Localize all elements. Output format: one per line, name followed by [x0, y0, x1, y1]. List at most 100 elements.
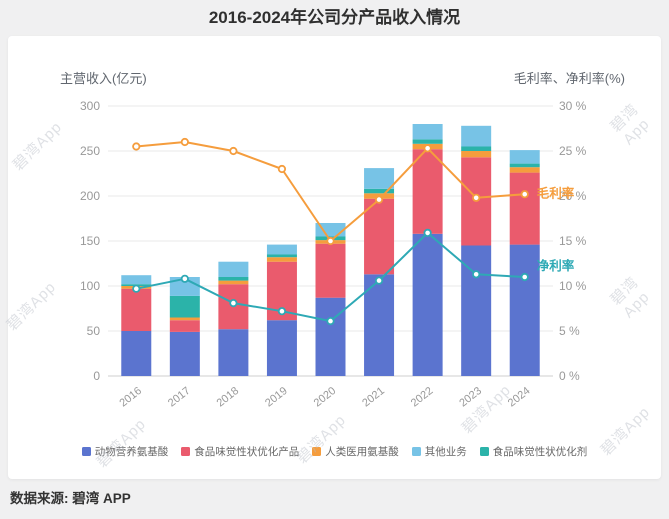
right-axis-tick: 5 % — [559, 324, 580, 338]
legend-label: 动物营养氨基酸 — [94, 446, 169, 458]
chart-title: 2016-2024年公司分产品收入情况 — [208, 8, 461, 27]
line-marker — [423, 144, 432, 153]
left-axis-tick: 150 — [80, 234, 100, 248]
right-axis-tick: 25 % — [559, 144, 587, 158]
line-end-label: 毛利率 — [537, 185, 575, 200]
bar-segment — [218, 280, 249, 285]
bar-segment — [509, 150, 540, 164]
line-marker — [132, 284, 141, 293]
legend-swatch-icon — [411, 447, 421, 456]
bar-segment — [509, 172, 540, 245]
right-axis-tick: 15 % — [559, 234, 587, 248]
bar-segment — [461, 146, 492, 151]
chart-plot: 0 50 100 150 200 250 300 0 % 5 % 10 % 15 % 20 % 25 %… — [80, 99, 587, 410]
x-axis-tick: 2021 — [360, 385, 387, 410]
bar-segment — [169, 331, 200, 376]
line-marker — [374, 276, 384, 285]
bar-segment — [364, 188, 395, 194]
bar-segment — [121, 331, 152, 376]
right-axis-title: 毛利率、净利率(%) — [513, 71, 625, 86]
line-end-label: 净利率 — [537, 258, 575, 273]
legend-item[interactable]: 动物营养氨基酸 — [81, 444, 169, 459]
right-axis-tick: 0 % — [559, 369, 580, 383]
legend-label: 食品味觉性状优化产品 — [194, 446, 300, 458]
legend-item[interactable]: 食品味觉性状优化剂 — [479, 444, 588, 459]
bar-segment — [509, 163, 540, 168]
legend-item[interactable]: 其他业务 — [411, 444, 467, 459]
x-axis-tick: 2019 — [263, 385, 290, 410]
bar-segment — [169, 295, 200, 318]
bar-segment — [169, 320, 200, 332]
bar-segment — [218, 261, 249, 277]
legend-label: 其他业务 — [424, 446, 467, 458]
legend-label: 食品味觉性状优化剂 — [492, 446, 588, 458]
bar-segment — [412, 233, 443, 376]
right-axis-tick: 30 % — [559, 99, 587, 113]
left-axis-tick: 0 — [93, 369, 100, 383]
bar-segment — [364, 274, 395, 376]
bar-segment — [461, 245, 492, 376]
bar-segment — [266, 257, 297, 262]
line-marker — [229, 299, 238, 308]
bar-segment — [266, 254, 297, 258]
bar-segment — [218, 329, 249, 376]
x-axis-tick: 2023 — [457, 385, 484, 410]
chart-card: 主营收入(亿元) 毛利率、净利率(%) 0 50 100 150 200 250 300 0 … — [8, 36, 661, 479]
legend-item[interactable]: 食品味觉性状优化产品 — [181, 444, 299, 459]
legend-item[interactable]: 人类医用氨基酸 — [312, 444, 399, 459]
line-marker — [520, 190, 529, 199]
line-marker — [277, 164, 287, 174]
bar-segment — [218, 277, 249, 281]
bar-segment — [461, 151, 492, 158]
x-axis-tick: 2016 — [117, 385, 144, 410]
bar-segment — [121, 288, 152, 331]
bar-segment — [364, 198, 395, 275]
right-axis-tick: 10 % — [559, 279, 587, 293]
line-marker — [423, 228, 432, 237]
bar-segment — [412, 139, 443, 144]
line-marker — [472, 193, 481, 202]
x-axis-tick: 2024 — [506, 385, 533, 410]
left-axis-tick: 300 — [80, 99, 100, 113]
legend: 动物营养氨基酸 食品味觉性状优化产品 人类医用氨基酸 其他业务 食品味觉性状优化剂 — [8, 444, 661, 459]
line-marker — [520, 272, 529, 282]
line-marker — [326, 236, 335, 246]
left-axis-title: 主营收入(亿元) — [60, 71, 147, 86]
bar-segment — [509, 167, 540, 173]
right-axis-tick: 20 % — [559, 189, 587, 203]
legend-swatch-icon — [312, 447, 322, 456]
line-marker — [472, 270, 481, 279]
legend-swatch-icon — [81, 447, 91, 456]
bar-segment — [461, 125, 492, 147]
line-marker — [374, 195, 384, 204]
line-marker — [277, 307, 287, 316]
line-marker — [180, 274, 189, 283]
x-axis-tick: 2018 — [215, 385, 242, 410]
bar-segment — [509, 244, 540, 376]
line-marker — [229, 146, 238, 156]
bar-segment — [266, 320, 297, 376]
bar-segment — [315, 297, 346, 376]
bar-segment — [121, 275, 152, 285]
left-axis-tick: 200 — [80, 189, 100, 203]
bar-segment — [412, 149, 443, 234]
legend-swatch-icon — [479, 447, 489, 456]
line-marker — [132, 142, 141, 151]
bar-segment — [315, 223, 346, 237]
left-axis-tick: 250 — [80, 144, 100, 158]
left-axis-tick: 100 — [80, 279, 100, 293]
legend-swatch-icon — [181, 447, 191, 456]
line-marker — [326, 317, 335, 326]
x-axis-tick: 2020 — [312, 385, 339, 410]
bar-segment — [364, 168, 395, 189]
bar-segment — [266, 244, 297, 255]
line-marker — [180, 137, 189, 147]
data-source: 数据来源: 碧湾 APP — [10, 491, 131, 506]
legend-label: 人类医用氨基酸 — [325, 446, 399, 458]
bar-segment — [315, 243, 346, 298]
bar-segment — [412, 124, 443, 140]
left-axis-tick: 50 — [87, 324, 101, 338]
bar-segment — [169, 317, 200, 321]
x-axis-tick: 2017 — [166, 385, 193, 410]
x-axis-tick: 2022 — [409, 385, 436, 410]
